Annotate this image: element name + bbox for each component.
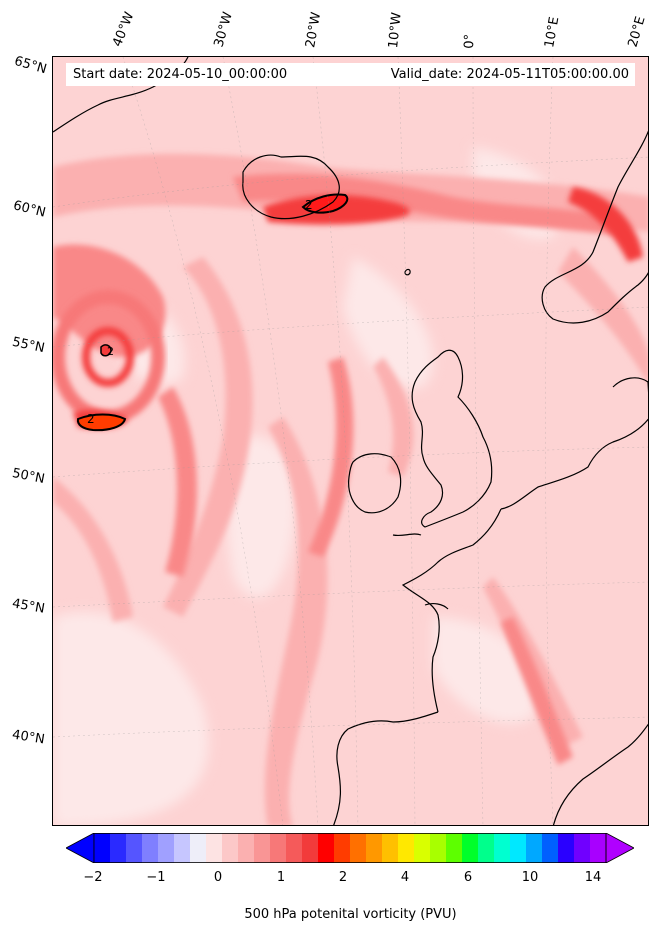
colorbar-swatch — [302, 833, 319, 863]
coastline-iberia — [333, 711, 439, 825]
colorbar-swatch — [558, 833, 575, 863]
lon-label-20e: 20°E — [625, 14, 649, 49]
colorbar-swatch — [446, 833, 463, 863]
lon-label-10e: 10°E — [542, 15, 563, 49]
lat-label-40n: 40°N — [11, 727, 46, 748]
contour-label-iceland: 2 — [305, 198, 313, 212]
colorbar-swatch — [126, 833, 143, 863]
colorbar-swatch — [350, 833, 367, 863]
lon-label-40w: 40°W — [110, 10, 138, 49]
lat-label-65n: 65°N — [12, 53, 49, 78]
lat-label-50n: 50°N — [10, 466, 46, 487]
date-info-box: Start date: 2024-05-10_00:00:00 Valid_da… — [66, 63, 635, 86]
colorbar-swatch — [478, 833, 495, 863]
colorbar-swatch — [334, 833, 351, 863]
colorbar-tick: 14 — [584, 870, 602, 885]
colorbar-extend-high — [605, 833, 634, 863]
contour-label-southwest: 2 — [87, 412, 95, 426]
colorbar-swatch — [414, 833, 431, 863]
contour-label-cyclone: 2 — [107, 345, 114, 358]
colorbar-swatch — [494, 833, 511, 863]
start-date-text: Start date: 2024-05-10_00:00:00 — [73, 67, 288, 82]
colorbar-swatch — [158, 833, 175, 863]
colorbar-swatch — [142, 833, 159, 863]
colorbar-swatch — [462, 833, 479, 863]
colorbar-tick: 4 — [400, 870, 410, 885]
coastline-ireland — [348, 453, 402, 514]
colorbar — [66, 833, 634, 863]
colorbar-extend-low — [66, 833, 95, 863]
colorbar-swatch — [222, 833, 239, 863]
colorbar-swatch — [366, 833, 383, 863]
colorbar-tick: 6 — [463, 870, 473, 885]
colorbar-swatch — [254, 833, 271, 863]
coastline-britain — [411, 349, 493, 528]
coastline-france — [401, 508, 502, 713]
lon-label-30w: 30°W — [211, 10, 236, 50]
colorbar-swatch — [590, 833, 607, 863]
colorbar-swatch — [510, 833, 527, 863]
colorbar-swatch — [574, 833, 591, 863]
high-pv-bands — [53, 173, 613, 765]
colorbar-tick: 10 — [521, 870, 539, 885]
colorbar-swatch — [174, 833, 191, 863]
colorbar-swatch — [238, 833, 255, 863]
lat-label-45n: 45°N — [10, 596, 46, 617]
colorbar-tick: 0 — [213, 870, 223, 885]
coastline-denmark — [500, 377, 648, 510]
coastline-norway — [541, 130, 648, 324]
colorbar-swatch — [430, 833, 447, 863]
graticule — [53, 57, 648, 825]
lon-label-0: 0° — [462, 33, 478, 49]
colorbar-swatch — [398, 833, 415, 863]
colorbar-tick: −1 — [146, 870, 166, 885]
valid-date-text: Valid_date: 2024-05-11T05:00:00.00 — [390, 67, 629, 82]
colorbar-swatch — [110, 833, 127, 863]
lat-label-55n: 55°N — [10, 334, 46, 357]
colorbar-swatch — [526, 833, 543, 863]
colorbar-swatch — [542, 833, 559, 863]
colorbar-outline — [93, 833, 607, 863]
colorbar-tick: −2 — [83, 870, 103, 885]
lat-label-60n: 60°N — [11, 198, 48, 221]
lon-label-20w: 20°W — [303, 11, 325, 50]
lon-label-10w: 10°W — [386, 11, 405, 50]
colorbar-tick: 2 — [338, 870, 348, 885]
map-panel[interactable]: 2 2 2 — [52, 56, 649, 826]
colorbar-swatch — [94, 833, 111, 863]
colorbar-swatch — [270, 833, 287, 863]
colorbar-label: 500 hPa potenital vorticity (PVU) — [244, 907, 457, 922]
coastline-iceland — [242, 154, 340, 220]
colorbar-swatch — [382, 833, 399, 863]
colorbar-swatch — [286, 833, 303, 863]
colorbar-swatch — [206, 833, 223, 863]
colorbar-swatch — [318, 833, 335, 863]
colorbar-tick: 1 — [276, 870, 286, 885]
pv-field: 2 2 2 — [53, 57, 648, 825]
colorbar-swatch — [190, 833, 207, 863]
